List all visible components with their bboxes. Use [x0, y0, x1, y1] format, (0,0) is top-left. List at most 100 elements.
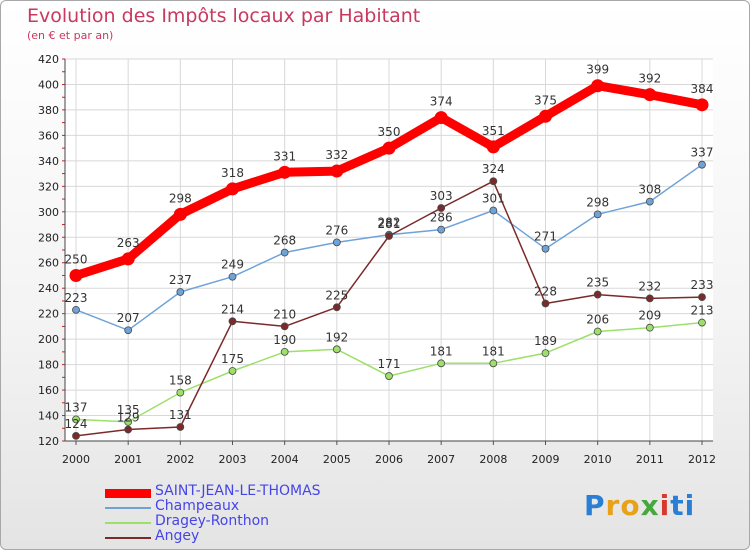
data-point-saint-jean-le-thomas — [539, 109, 552, 123]
data-point-saint-jean-le-thomas — [695, 98, 709, 112]
x-tick-label: 2007 — [427, 453, 455, 466]
x-tick-label: 2004 — [271, 453, 299, 466]
data-point-champeaux — [176, 288, 185, 296]
data-label-champeaux: 249 — [221, 258, 244, 272]
data-point-dragey-ronthon — [280, 347, 289, 356]
data-label-dragey-ronthon: 175 — [221, 352, 244, 366]
data-point-saint-jean-le-thomas — [121, 252, 135, 266]
legend-swatch — [105, 489, 151, 498]
data-label-champeaux: 271 — [534, 230, 557, 244]
proxiti-logo: Proxiti — [584, 489, 695, 522]
data-label-angey: 233 — [691, 278, 714, 292]
data-label-angey: 324 — [482, 162, 505, 176]
data-point-dragey-ronthon — [645, 323, 654, 332]
x-tick-label: 2001 — [114, 453, 142, 466]
y-tick-label: 300 — [38, 206, 59, 219]
x-tick-label: 2009 — [532, 453, 560, 466]
y-tick-label: 280 — [38, 231, 59, 244]
axes: 120 140 160 180 200 220 240 260 280 300 320 340 360 3… — [38, 53, 716, 466]
logo-letter: i — [659, 489, 671, 522]
y-tick-label: 240 — [38, 282, 59, 295]
y-tick-label: 400 — [38, 78, 59, 91]
data-point-champeaux — [437, 225, 446, 234]
data-label-saint-jean-le-thomas: 250 — [65, 252, 88, 266]
x-tick-label: 2000 — [62, 453, 90, 466]
x-tick-label: 2011 — [636, 453, 664, 466]
chart-title: Evolution des Impôts locaux par Habitant — [27, 5, 421, 27]
data-point-champeaux — [645, 197, 654, 206]
data-point-angey — [698, 293, 706, 302]
data-label-saint-jean-le-thomas: 399 — [586, 63, 609, 77]
x-tick-label: 2006 — [375, 453, 403, 466]
data-label-angey: 131 — [169, 408, 192, 422]
data-point-saint-jean-le-thomas — [69, 268, 83, 282]
data-label-saint-jean-le-thomas: 375 — [534, 93, 557, 107]
data-point-champeaux — [698, 160, 706, 169]
data-point-dragey-ronthon — [72, 415, 80, 424]
series-labels: 137 135 158 175 190 192 171 181 181 189 206 209 213 2… — [65, 63, 714, 431]
data-label-angey: 124 — [65, 417, 88, 431]
y-tick-label: 140 — [38, 410, 59, 423]
data-point-angey — [124, 425, 133, 434]
data-point-saint-jean-le-thomas — [173, 207, 187, 221]
data-point-champeaux — [489, 206, 498, 215]
data-point-champeaux — [541, 244, 550, 253]
data-point-champeaux — [332, 238, 341, 247]
logo-letter: x — [640, 489, 660, 522]
data-label-dragey-ronthon: 190 — [273, 333, 296, 347]
data-point-saint-jean-le-thomas — [591, 79, 605, 93]
y-tick-label: 340 — [38, 155, 59, 168]
data-label-saint-jean-le-thomas: 332 — [325, 148, 348, 162]
y-tick-label: 360 — [38, 129, 59, 142]
data-point-angey — [228, 317, 237, 326]
data-point-angey — [645, 294, 654, 303]
data-label-champeaux: 237 — [169, 273, 192, 287]
data-point-dragey-ronthon — [437, 359, 446, 368]
series-points — [69, 79, 709, 440]
legend-swatch — [105, 537, 151, 539]
data-point-champeaux — [72, 305, 80, 314]
data-label-dragey-ronthon: 137 — [65, 400, 88, 414]
y-tick-label: 200 — [38, 333, 59, 346]
data-point-angey — [280, 322, 289, 331]
data-label-champeaux: 298 — [586, 195, 609, 209]
data-point-angey — [593, 290, 602, 299]
y-tick-label: 380 — [38, 104, 59, 117]
data-label-champeaux: 286 — [430, 211, 453, 225]
logo-letter: i — [684, 489, 696, 522]
legend-swatch — [105, 522, 151, 524]
data-label-angey: 232 — [638, 279, 661, 293]
data-label-dragey-ronthon: 135 — [117, 403, 140, 417]
legend-label: Champeaux — [155, 498, 240, 514]
chart-subtitle: (en € et par an) — [27, 29, 114, 42]
grid — [65, 58, 713, 442]
data-label-angey: 235 — [586, 276, 609, 290]
data-label-dragey-ronthon: 213 — [691, 304, 714, 318]
data-point-dragey-ronthon — [332, 345, 341, 354]
data-label-saint-jean-le-thomas: 318 — [221, 166, 244, 180]
y-tick-label: 320 — [38, 180, 59, 193]
data-point-champeaux — [124, 326, 133, 335]
data-label-champeaux: 223 — [65, 291, 88, 305]
legend-label: Dragey-Ronthon — [155, 513, 270, 529]
data-label-angey: 225 — [325, 288, 348, 302]
data-label-angey: 214 — [221, 302, 244, 316]
data-label-saint-jean-le-thomas: 374 — [430, 95, 453, 109]
data-label-angey: 129 — [117, 411, 140, 425]
x-tick-label: 2010 — [584, 453, 612, 466]
data-label-dragey-ronthon: 171 — [378, 357, 401, 371]
y-tick-label: 120 — [38, 435, 59, 448]
data-point-saint-jean-le-thomas — [330, 164, 344, 178]
data-point-dragey-ronthon — [593, 327, 602, 336]
data-label-dragey-ronthon: 189 — [534, 334, 557, 348]
data-label-champeaux: 308 — [638, 183, 661, 197]
x-tick-label: 2005 — [323, 453, 351, 466]
data-label-angey: 281 — [378, 217, 401, 231]
y-tick-label: 420 — [38, 53, 59, 66]
data-point-champeaux — [593, 210, 602, 219]
y-tick-label: 160 — [38, 384, 59, 397]
data-label-dragey-ronthon: 158 — [169, 374, 192, 388]
data-label-champeaux: 268 — [273, 234, 296, 248]
